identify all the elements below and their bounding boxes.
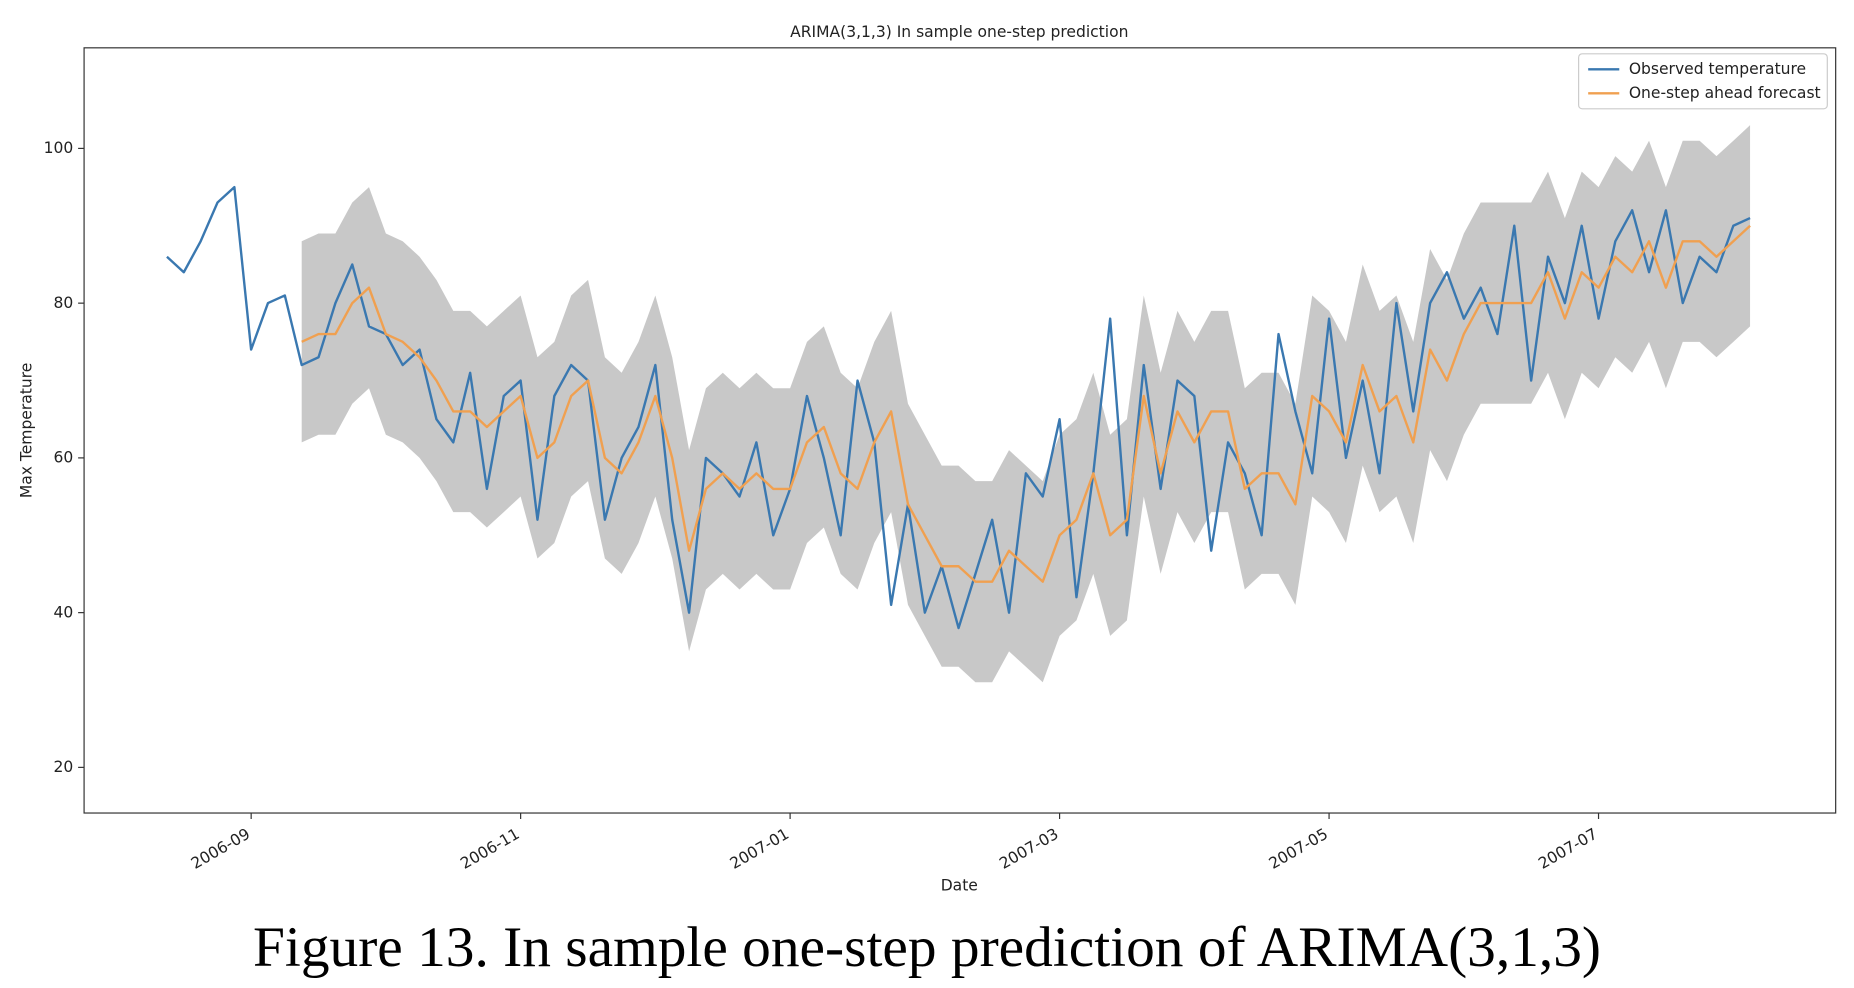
y-axis-label: Max Temperature (17, 363, 35, 498)
x-axis-label: Date (941, 877, 978, 895)
x-tick-label: 2007-01 (727, 825, 792, 873)
y-tick-label: 40 (54, 603, 74, 621)
x-tick-label: 2006-11 (457, 825, 522, 873)
plot-frame (83, 47, 1837, 814)
figure-caption: Figure 13. In sample one-step prediction… (253, 916, 1601, 979)
y-tick-label: 20 (54, 758, 74, 776)
y-tick-label: 60 (54, 449, 74, 467)
series-line (301, 224, 1751, 583)
legend-label: Observed temperature (1629, 60, 1806, 78)
x-tick-label: 2007-03 (996, 825, 1061, 873)
x-tick-label: 2007-05 (1266, 825, 1331, 873)
y-tick-label: 100 (44, 139, 74, 157)
y-tick-label: 80 (54, 294, 74, 312)
chart-title: ARIMA(3,1,3) In sample one-step predicti… (790, 23, 1128, 41)
confidence-band (301, 125, 1751, 683)
x-tick-label: 2006-09 (188, 825, 253, 873)
legend-label: One-step ahead forecast (1629, 84, 1821, 102)
legend-box (1578, 53, 1828, 110)
x-tick-label: 2007-07 (1535, 825, 1600, 873)
